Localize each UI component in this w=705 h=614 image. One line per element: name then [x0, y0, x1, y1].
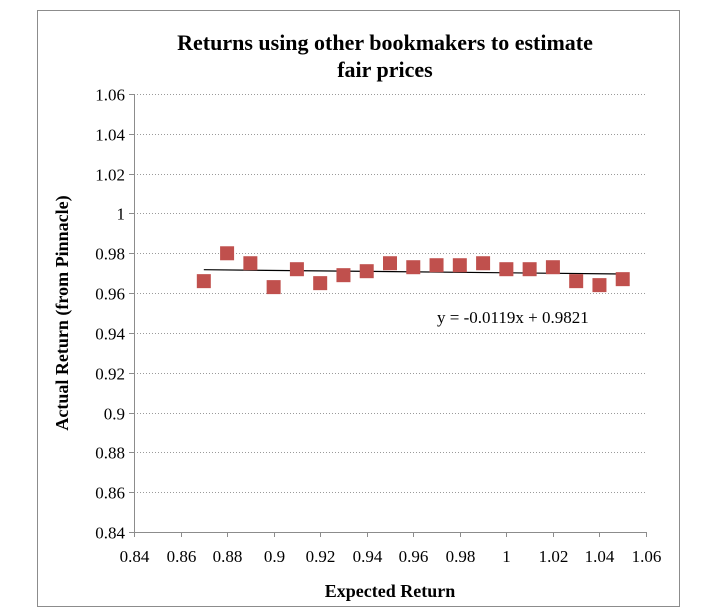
data-point [266, 280, 281, 295]
x-tick-label: 1.04 [585, 547, 615, 566]
data-point [569, 274, 584, 289]
y-tick-label: 0.84 [95, 524, 125, 543]
data-point [220, 246, 235, 261]
y-tick-label: 0.92 [95, 365, 125, 384]
data-point [499, 262, 514, 277]
x-tick-label: 0.86 [167, 547, 197, 566]
y-tick-label: 0.96 [95, 285, 125, 304]
data-point [336, 268, 351, 283]
x-tick-label: 0.9 [264, 547, 285, 566]
y-tick-label: 0.94 [95, 325, 125, 344]
data-point [429, 258, 444, 273]
x-axis-title: Expected Return [325, 581, 455, 601]
data-point [615, 272, 630, 287]
x-tick-label: 0.98 [446, 547, 476, 566]
data-point [452, 258, 467, 273]
x-tick-label: 0.92 [306, 547, 336, 566]
x-tick-label: 1 [502, 547, 511, 566]
y-tick-label: 1.04 [95, 126, 125, 145]
trendline-equation-label: y = -0.0119x + 0.9821 [437, 308, 589, 327]
chart-border [37, 10, 680, 607]
axes [129, 94, 647, 537]
data-point [476, 256, 491, 271]
gridlines [134, 94, 646, 493]
data-points [196, 246, 630, 295]
y-tick-label: 1.06 [95, 86, 125, 105]
data-point [289, 262, 304, 277]
x-tick-label: 0.84 [120, 547, 150, 566]
y-axis-title: Actual Return (from Pinnacle) [52, 195, 73, 430]
y-tick-label: 0.98 [95, 245, 125, 264]
x-tick-label: 0.94 [353, 547, 383, 566]
data-point [383, 256, 397, 271]
y-tick-label: 0.9 [104, 405, 125, 424]
x-tick-label: 1.06 [632, 547, 662, 566]
data-point [359, 264, 374, 279]
data-point [406, 260, 421, 275]
data-point [545, 260, 560, 275]
y-tick-label: 0.88 [95, 444, 125, 463]
data-point [313, 276, 328, 291]
chart-title-line-2: fair prices [337, 57, 433, 82]
data-point [243, 256, 258, 271]
data-point [196, 274, 211, 289]
x-axis-tick-labels: 0.84 0.86 0.88 0.9 0.92 0.94 0.96 0.98 1 1.02 1.04… [120, 547, 662, 566]
chart-title-line-1: Returns using other bookmakers to estima… [177, 30, 593, 55]
x-tick-label: 0.88 [213, 547, 243, 566]
y-tick-label: 1.02 [95, 166, 125, 185]
y-axis-tick-labels: 0.84 0.86 0.88 0.9 0.92 0.94 0.96 0.98 1 1.02 1.04… [95, 86, 125, 543]
y-tick-label: 0.86 [95, 484, 125, 503]
x-tick-label: 0.96 [399, 547, 429, 566]
y-tick-label: 1 [117, 205, 126, 224]
x-tick-label: 1.02 [539, 547, 569, 566]
data-point [522, 262, 537, 277]
data-point [592, 278, 607, 293]
